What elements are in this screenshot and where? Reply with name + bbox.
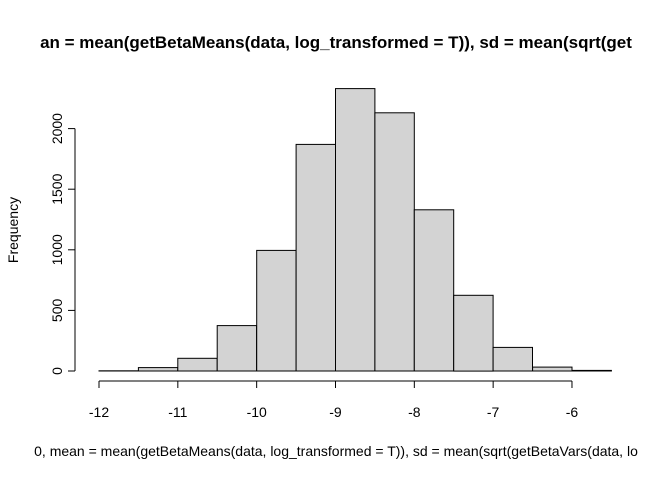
x-tick-label: -8 [408,404,421,420]
chart-title: an = mean(getBetaMeans(data, log_transfo… [40,33,632,52]
histogram-bar-12 [571,369,612,372]
y-tick-label: 2000 [49,113,65,144]
x-tick-label: -10 [247,404,267,420]
histogram-bar-1 [137,367,179,372]
histogram-bar-3 [216,325,258,372]
histogram-bar-10 [492,346,534,372]
histogram-bar-6 [335,88,376,372]
histogram-bar-9 [453,294,494,372]
y-tick-label: 0 [49,367,65,375]
histogram-bar-7 [374,112,415,372]
x-tick-label: -7 [487,404,500,420]
histogram-bar-5 [295,143,337,372]
x-axis: -12 -11 -10 -9 -8 -7 -6 [89,380,579,420]
x-tick-label: -11 [168,404,187,420]
histogram-bar-4 [256,249,297,372]
y-tick-label: 1000 [49,234,65,265]
x-axis-label: 0, mean = mean(getBetaMeans(data, log_tr… [34,443,638,459]
x-tick-label: -9 [329,404,342,420]
y-axis-label: Frequency [5,197,21,263]
y-tick-label: 1500 [49,173,65,204]
x-tick-label: -6 [566,404,579,420]
y-tick-label: 500 [49,299,65,323]
histogram-bar-2 [177,357,218,372]
y-axis: 0 500 1000 1500 2000 [49,113,76,375]
histogram-bar-8 [413,209,455,372]
histogram-bar-11 [532,366,573,372]
bars-group [98,88,612,372]
x-tick-label: -12 [89,404,109,420]
